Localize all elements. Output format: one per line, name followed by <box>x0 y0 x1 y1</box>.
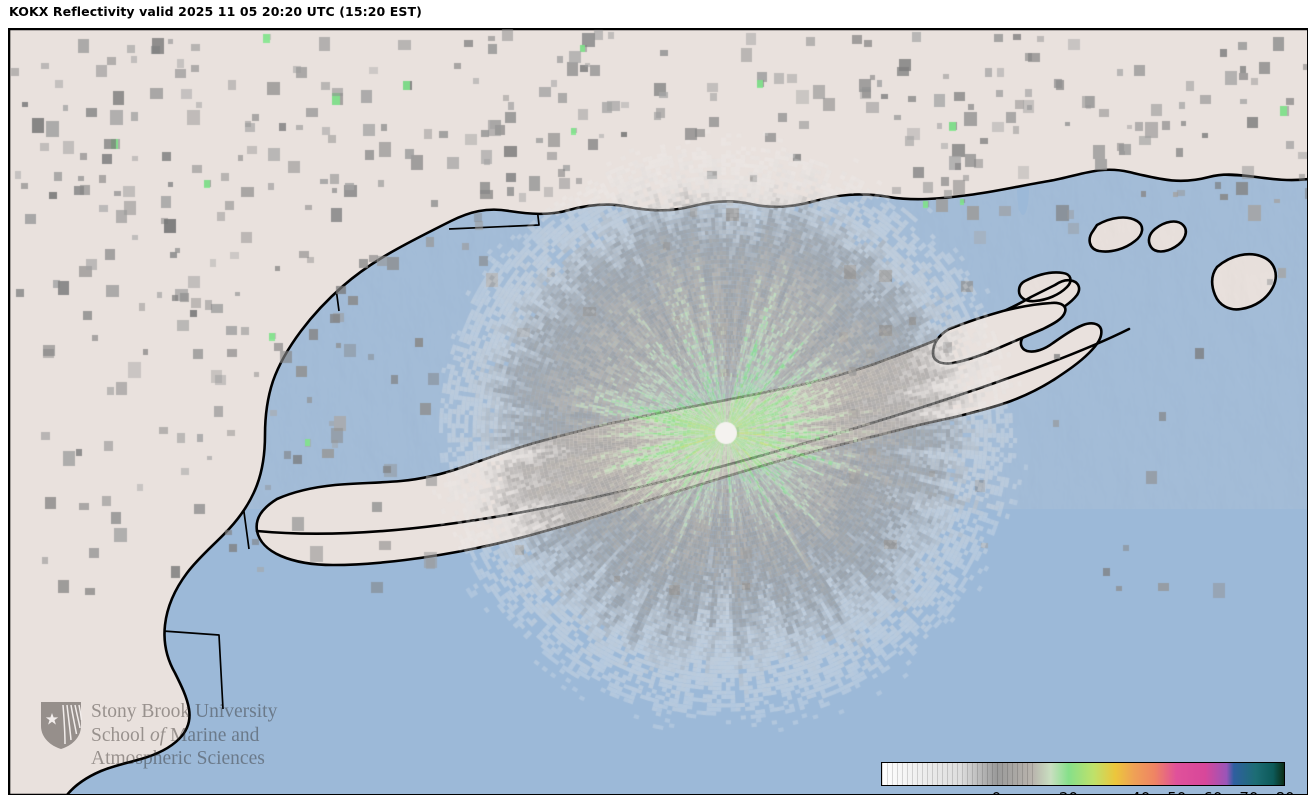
map-panel[interactable]: Stony Brook University School of Marine … <box>8 28 1308 795</box>
colorbar-gradient <box>882 763 1284 785</box>
colorbar-tick-20: 20 <box>1059 789 1078 794</box>
colorbar-tick-80: 80 <box>1275 789 1294 794</box>
colorbar-segment-lines <box>882 763 1035 785</box>
colorbar-tick-70: 70 <box>1239 789 1258 794</box>
colorbar-tick-40: 40 <box>1131 789 1150 794</box>
colorbar-tick-60: 60 <box>1203 789 1222 794</box>
reflectivity-layer <box>9 29 1307 794</box>
colorbar-tick-0: 0 <box>992 789 1002 794</box>
colorbar-gradient-box <box>881 762 1285 786</box>
page-title: KOKX Reflectivity valid 2025 11 05 20:20… <box>9 4 422 19</box>
colorbar[interactable]: 0 20 40 50 60 70 80 <box>873 753 1295 794</box>
colorbar-tick-50: 50 <box>1167 789 1186 794</box>
